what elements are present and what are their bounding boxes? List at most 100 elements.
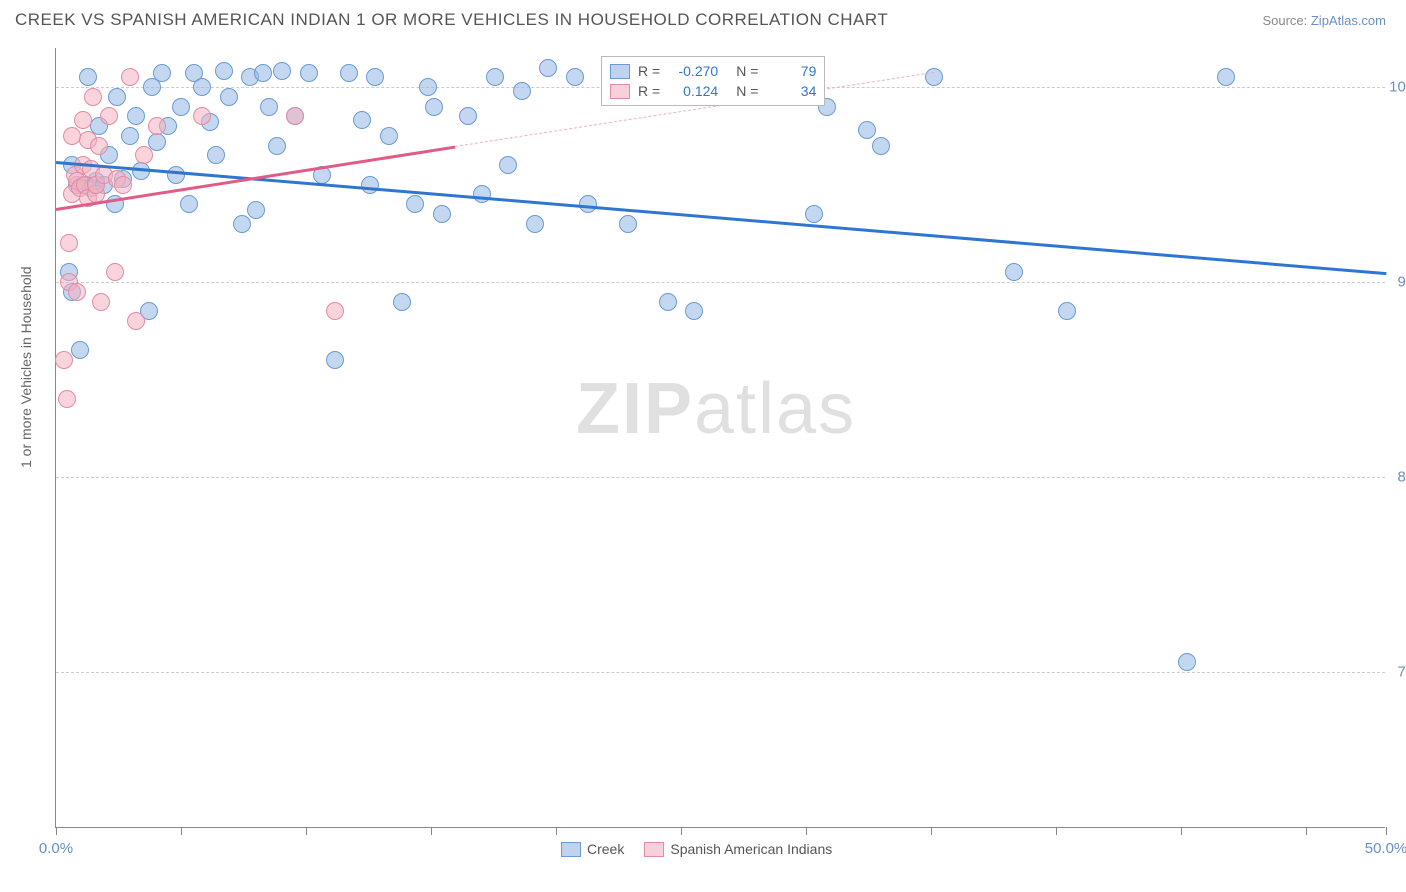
legend-label: Creek	[587, 841, 624, 857]
data-point	[419, 78, 437, 96]
n-value: 79	[766, 63, 816, 79]
x-tick	[1056, 827, 1057, 835]
data-point	[121, 127, 139, 145]
plot-area: ZIPatlas 70.0%80.0%90.0%100.0%0.0%50.0% …	[55, 48, 1385, 828]
data-point	[92, 293, 110, 311]
data-point	[406, 195, 424, 213]
data-point	[380, 127, 398, 145]
data-point	[106, 263, 124, 281]
data-point	[233, 215, 251, 233]
grid-line	[56, 477, 1385, 478]
data-point	[127, 107, 145, 125]
data-point	[100, 107, 118, 125]
y-tick-label: 100.0%	[1389, 79, 1406, 96]
data-point	[172, 98, 190, 116]
data-point	[326, 302, 344, 320]
data-point	[55, 351, 73, 369]
legend-swatch	[644, 842, 664, 857]
data-point	[925, 68, 943, 86]
data-point	[268, 137, 286, 155]
data-point	[193, 78, 211, 96]
y-tick-label: 80.0%	[1397, 469, 1406, 486]
x-tick	[1386, 827, 1387, 835]
data-point	[71, 341, 89, 359]
legend-item: Creek	[561, 841, 624, 857]
legend-swatch	[610, 64, 630, 79]
data-point	[108, 88, 126, 106]
data-point	[74, 111, 92, 129]
data-point	[220, 88, 238, 106]
data-point	[121, 68, 139, 86]
y-axis-label: 1 or more Vehicles in Household	[18, 266, 34, 468]
legend-stats: R = -0.270 N = 79 R = 0.124 N = 34	[601, 56, 825, 106]
data-point	[207, 146, 225, 164]
r-value: -0.270	[668, 63, 718, 79]
source-link[interactable]: ZipAtlas.com	[1311, 13, 1386, 28]
x-tick	[181, 827, 182, 835]
data-point	[148, 133, 166, 151]
legend-row: R = -0.270 N = 79	[610, 61, 816, 81]
data-point	[153, 64, 171, 82]
data-point	[685, 302, 703, 320]
r-label: R =	[638, 83, 660, 99]
data-point	[273, 62, 291, 80]
y-tick-label: 70.0%	[1397, 664, 1406, 681]
legend-swatch	[561, 842, 581, 857]
data-point	[90, 137, 108, 155]
data-point	[286, 107, 304, 125]
data-point	[79, 68, 97, 86]
data-point	[566, 68, 584, 86]
data-point	[114, 176, 132, 194]
grid-line	[56, 282, 1385, 283]
n-value: 34	[766, 83, 816, 99]
source-attribution: Source: ZipAtlas.com	[1262, 13, 1386, 28]
watermark-light: atlas	[694, 369, 856, 449]
data-point	[193, 107, 211, 125]
data-point	[247, 201, 265, 219]
data-point	[366, 68, 384, 86]
data-point	[148, 117, 166, 135]
data-point	[340, 64, 358, 82]
grid-line	[56, 672, 1385, 673]
x-tick	[681, 827, 682, 835]
data-point	[433, 205, 451, 223]
data-point	[473, 185, 491, 203]
data-point	[84, 88, 102, 106]
x-tick	[556, 827, 557, 835]
source-prefix: Source:	[1262, 13, 1310, 28]
data-point	[167, 166, 185, 184]
n-label: N =	[736, 83, 758, 99]
data-point	[215, 62, 233, 80]
data-point	[393, 293, 411, 311]
data-point	[254, 64, 272, 82]
data-point	[1217, 68, 1235, 86]
data-point	[486, 68, 504, 86]
x-tick	[431, 827, 432, 835]
r-value: 0.124	[668, 83, 718, 99]
data-point	[872, 137, 890, 155]
watermark-bold: ZIP	[576, 369, 694, 449]
legend-row: R = 0.124 N = 34	[610, 81, 816, 101]
data-point	[539, 59, 557, 77]
data-point	[425, 98, 443, 116]
data-point	[619, 215, 637, 233]
data-point	[1005, 263, 1023, 281]
r-label: R =	[638, 63, 660, 79]
data-point	[326, 351, 344, 369]
data-point	[353, 111, 371, 129]
data-point	[459, 107, 477, 125]
legend-series: Creek Spanish American Indians	[561, 841, 832, 857]
chart-container: 1 or more Vehicles in Household ZIPatlas…	[33, 48, 1393, 888]
data-point	[499, 156, 517, 174]
data-point	[180, 195, 198, 213]
y-tick-label: 90.0%	[1397, 274, 1406, 291]
watermark: ZIPatlas	[576, 368, 856, 450]
data-point	[60, 234, 78, 252]
data-point	[526, 215, 544, 233]
data-point	[659, 293, 677, 311]
x-tick	[931, 827, 932, 835]
data-point	[361, 176, 379, 194]
x-tick	[806, 827, 807, 835]
legend-label: Spanish American Indians	[670, 841, 832, 857]
data-point	[513, 82, 531, 100]
